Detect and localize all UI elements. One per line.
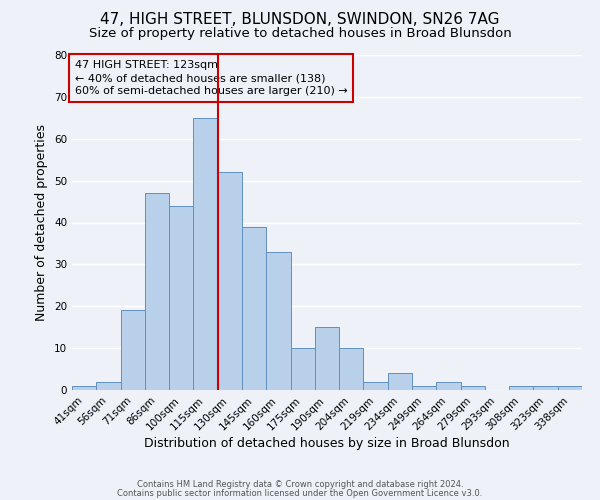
Bar [266, 252, 290, 390]
Bar [290, 348, 315, 390]
Bar [533, 386, 558, 390]
Text: 47, HIGH STREET, BLUNSDON, SWINDON, SN26 7AG: 47, HIGH STREET, BLUNSDON, SWINDON, SN26… [100, 12, 500, 28]
Y-axis label: Number of detached properties: Number of detached properties [35, 124, 49, 321]
Text: Size of property relative to detached houses in Broad Blunsdon: Size of property relative to detached ho… [89, 28, 511, 40]
Bar [145, 193, 169, 390]
Bar [388, 373, 412, 390]
Bar [169, 206, 193, 390]
Bar [436, 382, 461, 390]
Bar [218, 172, 242, 390]
Bar [509, 386, 533, 390]
Bar [412, 386, 436, 390]
Bar [121, 310, 145, 390]
Text: Contains public sector information licensed under the Open Government Licence v3: Contains public sector information licen… [118, 488, 482, 498]
Bar [315, 327, 339, 390]
Text: Contains HM Land Registry data © Crown copyright and database right 2024.: Contains HM Land Registry data © Crown c… [137, 480, 463, 489]
Text: 47 HIGH STREET: 123sqm
← 40% of detached houses are smaller (138)
60% of semi-de: 47 HIGH STREET: 123sqm ← 40% of detached… [74, 60, 347, 96]
Bar [72, 386, 96, 390]
Bar [339, 348, 364, 390]
Bar [461, 386, 485, 390]
Bar [364, 382, 388, 390]
Bar [96, 382, 121, 390]
X-axis label: Distribution of detached houses by size in Broad Blunsdon: Distribution of detached houses by size … [144, 438, 510, 450]
Bar [193, 118, 218, 390]
Bar [242, 226, 266, 390]
Bar [558, 386, 582, 390]
